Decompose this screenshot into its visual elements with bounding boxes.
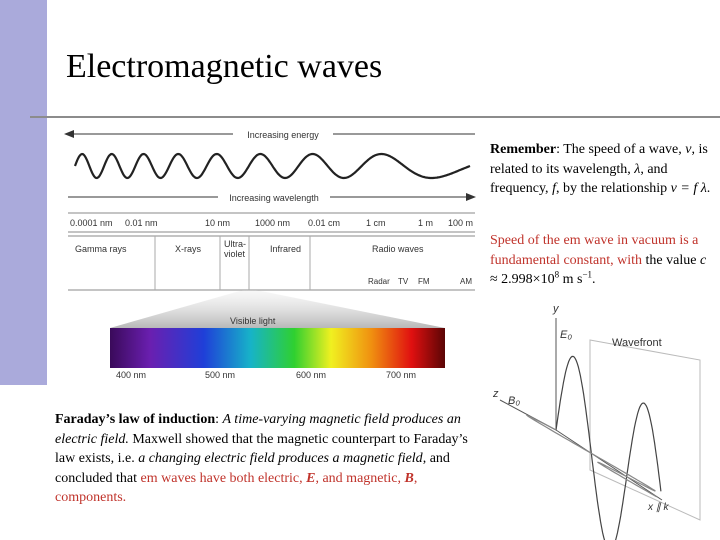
text-run: 8 <box>554 269 560 280</box>
field-label: B₀ <box>508 395 520 407</box>
text-run: . <box>706 181 711 196</box>
wavelength-arrow: Increasing wavelength <box>68 190 476 204</box>
band-label: Infrared <box>270 244 301 254</box>
visible-label: Visible light <box>230 316 276 326</box>
text-run: : The speed of a wave, <box>556 142 686 157</box>
band-label: violet <box>224 249 246 259</box>
arrow-label: Increasing energy <box>247 130 319 140</box>
wavefront-label: Wavefront <box>612 337 662 349</box>
text-run: em waves have both electric, <box>140 470 307 486</box>
axis-label: z <box>492 388 499 400</box>
wavelength-label: 1 m <box>418 218 433 228</box>
text-run: A time-varying magnetic field produces a… <box>55 412 461 447</box>
visible-fan <box>110 290 445 328</box>
radio-label: TV <box>398 277 409 286</box>
text-run: λ <box>634 161 641 177</box>
text-run: m s <box>559 272 583 287</box>
text-run: c <box>699 252 707 268</box>
text-run: the value <box>645 252 700 268</box>
visible-tick-label: 600 nm <box>296 370 326 380</box>
text-run: Maxwell showed that the magnetic counter… <box>55 431 468 467</box>
wavelength-label: 100 m <box>448 218 473 228</box>
title-rule <box>30 116 720 118</box>
text-run: Speed of the em wave in vacuum is a fund… <box>490 233 699 268</box>
arrow-label: Increasing wavelength <box>229 193 319 203</box>
text-run: v = f λ <box>670 181 707 196</box>
visible-tick-label: 500 nm <box>205 370 235 380</box>
wavelength-label: 0.01 cm <box>308 218 340 228</box>
wavelength-label: 1000 nm <box>255 218 290 228</box>
slide-title: Electromagnetic waves <box>66 48 383 85</box>
radio-label: Radar <box>368 277 390 286</box>
wave-diagram <box>499 318 701 540</box>
band-label: Gamma rays <box>75 244 127 254</box>
text-run: , by the relationship <box>555 181 671 196</box>
wavelength-label: 10 nm <box>205 218 230 228</box>
spectrum-table: 0.0001 nm 0.01 nm 10 nm 1000 nm 0.01 cm 1 cm 1… <box>68 212 475 291</box>
band-label: Radio waves <box>372 244 424 254</box>
text-run: −1 <box>582 269 593 280</box>
text-run: ≈ 2.998×10 <box>490 272 555 287</box>
band-label: Ultra- <box>224 239 246 249</box>
energy-arrow: Increasing energy <box>64 127 475 141</box>
paragraph: Remember: The speed of a wave, v, is rel… <box>490 140 715 199</box>
text-run: E <box>306 470 316 486</box>
wavelength-label: 0.01 nm <box>125 218 158 228</box>
wavelength-label: 0.0001 nm <box>70 218 113 228</box>
text-run: a changing electric field produces a mag… <box>138 451 423 466</box>
radio-label: FM <box>418 277 430 286</box>
text-run: , and concluded that <box>55 451 450 486</box>
text-run: v <box>685 142 692 157</box>
radio-label: AM <box>460 277 472 286</box>
text-run: , and frequency, <box>490 161 668 197</box>
text-run: Faraday’s law of induction <box>55 412 216 427</box>
text-run: Remember <box>490 142 557 157</box>
text-run: f <box>552 181 556 196</box>
axis-label: x ∥ k <box>647 502 670 513</box>
em-wave <box>73 152 471 180</box>
text-run: , components. <box>55 470 418 506</box>
text-run: , and magnetic, <box>315 470 405 486</box>
text-run: , is related to its wavelength, <box>490 142 708 177</box>
text-run: : <box>215 412 223 427</box>
visible-tick-label: 700 nm <box>386 370 416 380</box>
field-label: E₀ <box>560 329 572 341</box>
axis-label: y <box>552 303 560 315</box>
text-run: . <box>592 272 596 287</box>
text-run: B <box>404 470 414 486</box>
band-label: X-rays <box>175 244 202 254</box>
wavelength-label: 1 cm <box>366 218 386 228</box>
paragraph: Faraday’s law of induction: A time-varyi… <box>55 410 485 508</box>
sidebar-bar <box>0 0 47 385</box>
visible-spectrum <box>110 328 445 368</box>
paragraph: Speed of the em wave in vacuum is a fund… <box>490 231 715 290</box>
visible-tick-label: 400 nm <box>116 370 146 380</box>
